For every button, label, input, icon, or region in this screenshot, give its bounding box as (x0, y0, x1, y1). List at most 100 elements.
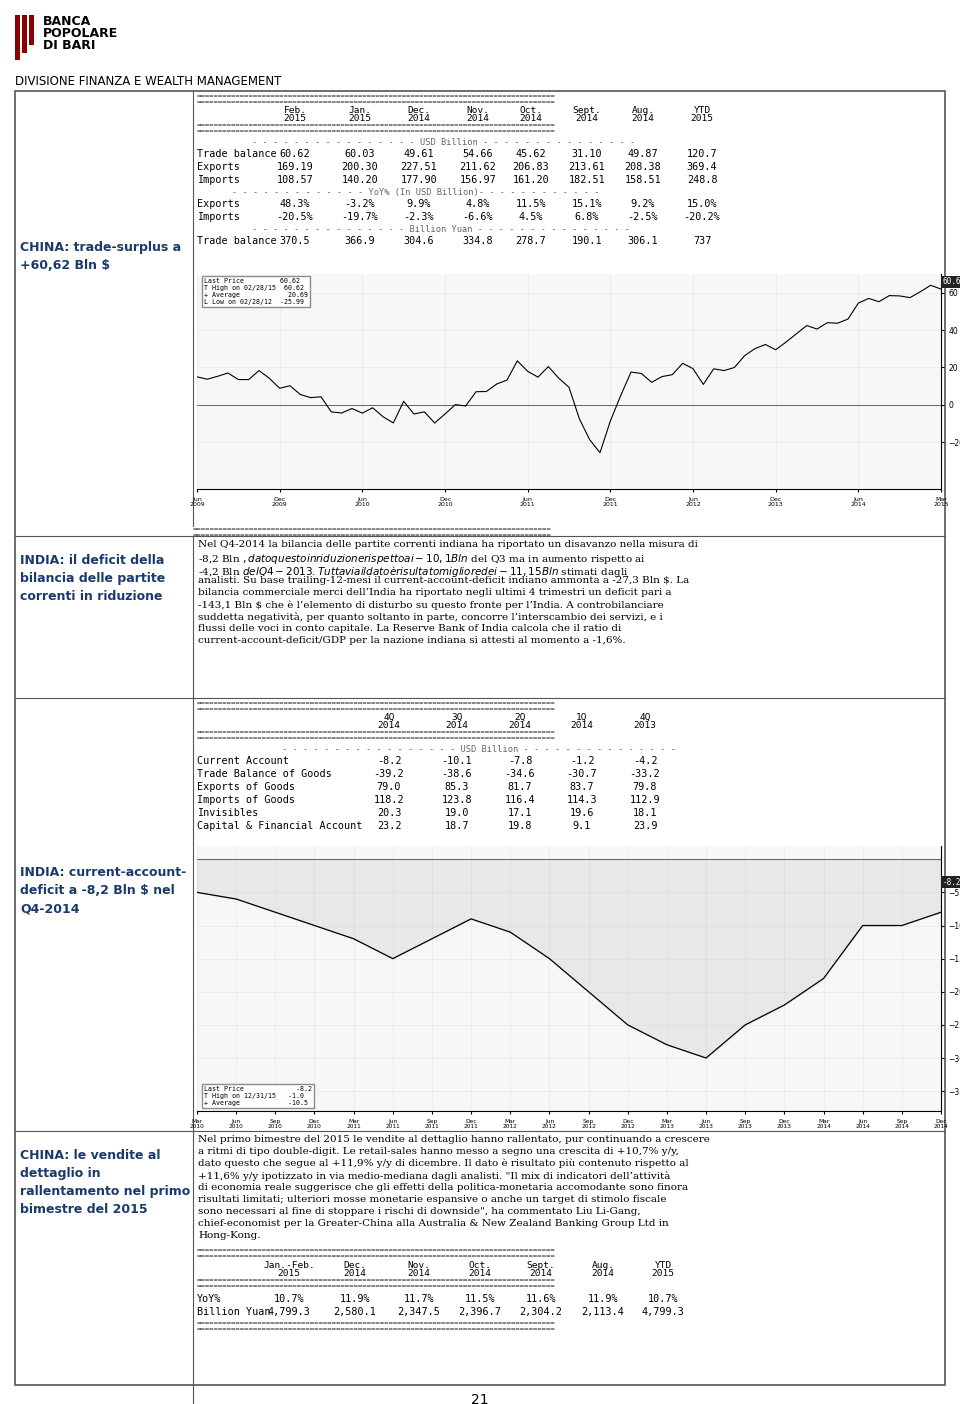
Text: flussi delle voci in conto capitale. La Reserve Bank of India calcola che il rat: flussi delle voci in conto capitale. La … (198, 623, 621, 633)
Text: 20.3: 20.3 (376, 807, 401, 819)
Text: 19.0: 19.0 (444, 807, 469, 819)
Text: 11.9%: 11.9% (588, 1294, 618, 1304)
Text: ================================================================================: ========================================… (197, 729, 556, 736)
Text: YoY%: YoY% (197, 1294, 222, 1304)
Text: 182.51: 182.51 (568, 176, 606, 185)
Text: Imports: Imports (197, 212, 240, 222)
Text: 2014: 2014 (530, 1269, 553, 1278)
Text: 2014: 2014 (519, 114, 542, 124)
Text: - - - - - - - - - - - - - - - - USD Billion - - - - - - - - - - - - - - -: - - - - - - - - - - - - - - - - USD Bill… (252, 138, 636, 147)
Text: Capital & Financial Account: Capital & Financial Account (197, 821, 362, 831)
Text: sono necessari al fine di stoppare i rischi di downside", ha commentato Liu Li-G: sono necessari al fine di stoppare i ris… (198, 1207, 640, 1216)
Text: 278.7: 278.7 (516, 236, 546, 246)
Text: 23.2: 23.2 (376, 821, 401, 831)
Text: 366.9: 366.9 (345, 236, 375, 246)
Text: 120.7: 120.7 (686, 149, 717, 159)
Text: 4,799.3: 4,799.3 (268, 1307, 310, 1317)
Text: 248.8: 248.8 (686, 176, 717, 185)
Text: Imports: Imports (197, 176, 240, 185)
Text: -20.5%: -20.5% (276, 212, 313, 222)
Text: 4,799.3: 4,799.3 (641, 1307, 684, 1317)
Text: -2.3%: -2.3% (404, 212, 434, 222)
Text: Sept.: Sept. (527, 1261, 556, 1271)
Text: Trade Balance of Goods: Trade Balance of Goods (197, 769, 332, 779)
Text: 19.6: 19.6 (569, 807, 594, 819)
Text: ================================================================================: ========================================… (197, 93, 556, 100)
Text: INDIA: current-account-
deficit a -8,2 Bln $ nel
Q4-2014: INDIA: current-account- deficit a -8,2 B… (20, 866, 186, 915)
Text: Exports: Exports (197, 161, 240, 173)
Text: 31.10: 31.10 (572, 149, 602, 159)
Text: -8.2: -8.2 (376, 755, 401, 767)
Text: ================================================================================: ========================================… (197, 100, 556, 105)
Text: -33.2: -33.2 (630, 769, 660, 779)
Text: ================================================================================: ========================================… (197, 701, 556, 706)
Text: -1.2: -1.2 (569, 755, 594, 767)
Text: Current Account: Current Account (197, 755, 289, 767)
Text: 11.5%: 11.5% (516, 199, 546, 209)
Text: 177.90: 177.90 (400, 176, 438, 185)
Text: -39.2: -39.2 (373, 769, 404, 779)
Text: 140.20: 140.20 (342, 176, 378, 185)
Text: YTD: YTD (655, 1261, 672, 1271)
Text: Hong-Kong.: Hong-Kong. (198, 1231, 260, 1240)
Text: ================================================================================: ========================================… (197, 128, 556, 133)
Text: 2014: 2014 (467, 114, 490, 124)
Text: 23.9: 23.9 (633, 821, 658, 831)
Text: 306.1: 306.1 (628, 236, 659, 246)
Text: 4Q: 4Q (383, 713, 395, 722)
Text: 79.0: 79.0 (376, 782, 401, 792)
Text: -34.6: -34.6 (505, 769, 536, 779)
Text: Feb.: Feb. (283, 105, 306, 115)
Text: 2,113.4: 2,113.4 (582, 1307, 624, 1317)
Text: ================================================================================: ========================================… (193, 532, 552, 538)
Text: 60.62: 60.62 (279, 149, 310, 159)
Text: 2015: 2015 (690, 114, 713, 124)
Text: 9.2%: 9.2% (631, 199, 656, 209)
Text: 48.3%: 48.3% (279, 199, 310, 209)
Text: 21: 21 (471, 1393, 489, 1404)
Text: 2014: 2014 (344, 1269, 367, 1278)
Text: 118.2: 118.2 (373, 795, 404, 804)
Text: 2,347.5: 2,347.5 (397, 1307, 441, 1317)
Text: 18.7: 18.7 (444, 821, 469, 831)
Text: Imports of Goods: Imports of Goods (197, 795, 295, 804)
Text: Jan.-Feb.: Jan.-Feb. (263, 1261, 315, 1271)
Text: ================================================================================: ========================================… (197, 1325, 556, 1332)
Text: 9.9%: 9.9% (407, 199, 431, 209)
Text: 190.1: 190.1 (572, 236, 602, 246)
Text: current-account-deficit/GDP per la nazione indiana si attesti al momento a -1,6%: current-account-deficit/GDP per la nazio… (198, 636, 626, 644)
Text: -143,1 Bln $ che è l’elemento di disturbo su questo fronte per l’India. A contro: -143,1 Bln $ che è l’elemento di disturb… (198, 600, 663, 609)
Text: ================================================================================: ========================================… (197, 1252, 556, 1259)
Text: 2014: 2014 (570, 722, 593, 730)
Text: ================================================================================: ========================================… (193, 526, 552, 532)
Text: 2015: 2015 (277, 1269, 300, 1278)
Text: 2015: 2015 (283, 114, 306, 124)
Text: -3.2%: -3.2% (345, 199, 375, 209)
Text: 6.8%: 6.8% (575, 212, 599, 222)
Text: 108.57: 108.57 (276, 176, 313, 185)
Text: 45.62: 45.62 (516, 149, 546, 159)
Text: ================================================================================: ========================================… (197, 1247, 556, 1252)
Text: 2,396.7: 2,396.7 (459, 1307, 501, 1317)
Text: 304.6: 304.6 (404, 236, 434, 246)
Text: 2014: 2014 (632, 114, 655, 124)
Text: 10.7%: 10.7% (648, 1294, 679, 1304)
Text: 19.8: 19.8 (508, 821, 532, 831)
Text: Trade balance: Trade balance (197, 236, 276, 246)
Text: 116.4: 116.4 (505, 795, 536, 804)
Text: 4.8%: 4.8% (466, 199, 491, 209)
Text: INDIA: il deficit della
bilancia delle partite
correnti in riduzione: INDIA: il deficit della bilancia delle p… (20, 555, 165, 602)
Text: Trade balance: Trade balance (197, 149, 276, 159)
Text: 334.8: 334.8 (463, 236, 493, 246)
Text: Nov.: Nov. (407, 1261, 430, 1271)
Text: Nov.: Nov. (467, 105, 490, 115)
Text: 11.7%: 11.7% (404, 1294, 434, 1304)
Text: 123.8: 123.8 (442, 795, 472, 804)
Text: 2014: 2014 (509, 722, 532, 730)
Text: 11.9%: 11.9% (340, 1294, 371, 1304)
Text: Aug.: Aug. (591, 1261, 614, 1271)
Text: -4,2 Bln $ del Q4-2013. Tuttavia il dato è risultato migliore dei -11,15 Bln $ s: -4,2 Bln $ del Q4-2013. Tuttavia il dato… (198, 564, 629, 578)
Text: Invisibles: Invisibles (197, 807, 258, 819)
Text: 81.7: 81.7 (508, 782, 532, 792)
Bar (22, 15, 27, 53)
